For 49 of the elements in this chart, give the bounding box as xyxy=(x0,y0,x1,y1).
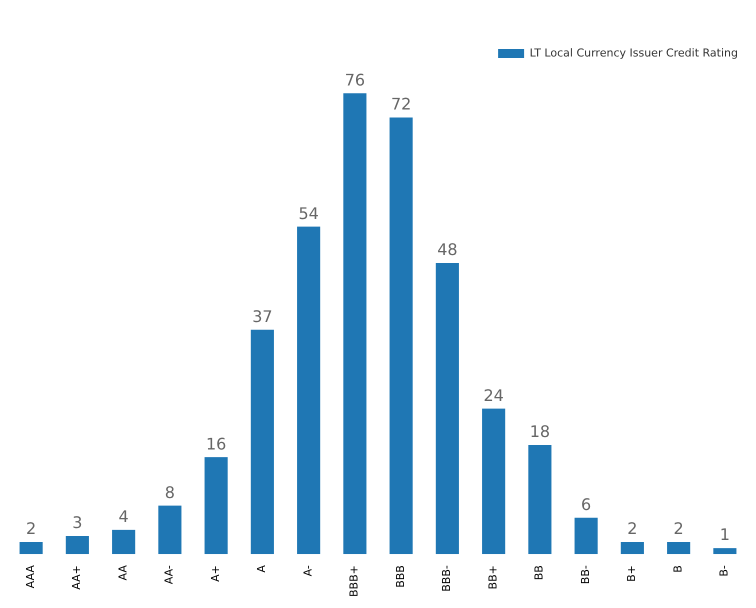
bar xyxy=(436,263,459,554)
data-label: 1 xyxy=(720,525,730,544)
x-tick-label: A+ xyxy=(208,565,222,582)
data-label: 16 xyxy=(206,434,226,454)
bar xyxy=(667,542,690,554)
bar xyxy=(66,536,89,554)
data-label: 18 xyxy=(530,422,550,442)
bar xyxy=(528,444,552,554)
data-label: 54 xyxy=(298,204,319,223)
x-tick-label: BB+ xyxy=(486,565,500,590)
x-tick-label: B xyxy=(671,565,684,573)
x-tick-label: A xyxy=(255,564,268,573)
bar xyxy=(482,408,506,554)
bar xyxy=(158,506,182,554)
data-label: 48 xyxy=(437,240,458,260)
legend-label: LT Local Currency Issuer Credit Rating xyxy=(530,46,738,60)
data-label: 8 xyxy=(164,482,175,502)
data-label: 24 xyxy=(483,386,504,405)
data-label: 72 xyxy=(390,94,412,114)
bar xyxy=(574,518,598,554)
bar xyxy=(343,93,366,554)
bar xyxy=(112,530,136,554)
x-tick-label: BBB+ xyxy=(348,565,361,598)
bar xyxy=(713,548,736,554)
x-tick-label: BBB xyxy=(394,565,407,588)
x-tick-label: A- xyxy=(301,565,314,576)
data-label: 2 xyxy=(674,519,684,538)
x-tick-label: BB xyxy=(532,565,546,580)
data-label: 6 xyxy=(581,494,592,514)
x-tick-label: B- xyxy=(718,565,731,577)
bar xyxy=(297,226,320,554)
x-tick-label: B+ xyxy=(625,565,638,582)
bar xyxy=(620,542,644,554)
x-tick-label: AA xyxy=(116,564,130,581)
bar xyxy=(250,330,274,554)
data-label: 3 xyxy=(72,513,82,532)
data-label: 37 xyxy=(252,306,273,326)
x-tick-label: AAA xyxy=(24,564,37,588)
data-label: 2 xyxy=(26,519,36,538)
bar xyxy=(204,457,228,554)
x-tick-label: BB- xyxy=(578,565,592,584)
data-label: 76 xyxy=(344,70,366,90)
data-label: 4 xyxy=(118,507,129,526)
bar xyxy=(390,118,413,554)
x-tick-label: AA- xyxy=(162,565,176,584)
data-label: 2 xyxy=(627,519,638,538)
x-tick-label: AA+ xyxy=(70,565,84,590)
x-tick-label: BBB- xyxy=(440,565,454,592)
bar xyxy=(20,542,43,554)
